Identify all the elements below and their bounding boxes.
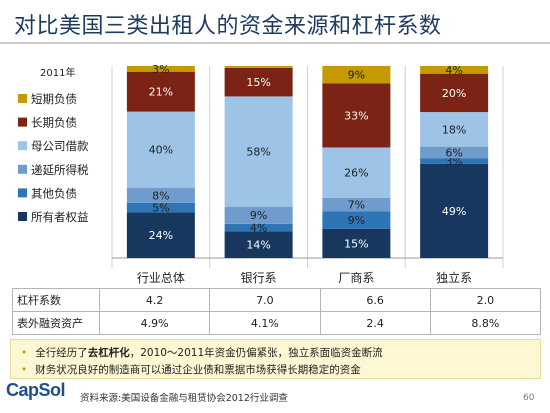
data-label: 21% (149, 86, 173, 99)
title-divider (0, 42, 550, 44)
bar-segment (322, 83, 391, 148)
data-label: 6% (445, 146, 462, 159)
bar-segment (126, 187, 195, 203)
bar-segment (322, 147, 391, 198)
table-row: 表外融资资产 4.9% 4.1% 2.4 8.8% (12, 311, 542, 335)
bars: 24%5%8%40%21%3%14%4%9%58%15%15%9%7%26%33… (126, 63, 489, 258)
bullet-dot-icon: • (21, 347, 28, 359)
legend-swatch (18, 188, 27, 198)
page-number: 60 (523, 393, 535, 403)
row-header: 杠杆系数 (12, 288, 100, 312)
data-label: 58% (246, 146, 270, 159)
data-label: 49% (442, 205, 466, 218)
data-label: 9% (348, 214, 365, 227)
category-label: 厂商系 (338, 270, 374, 285)
bar-segment (224, 223, 293, 232)
data-label: 20% (442, 87, 466, 100)
legend-swatch (18, 212, 27, 221)
data-label: 3% (445, 155, 462, 168)
bar-segment (420, 146, 489, 159)
bullet-dot-icon: • (21, 364, 28, 376)
legend-label: 长期负债 (31, 116, 77, 130)
data-label: 26% (344, 167, 368, 180)
data-label: 5% (152, 202, 169, 215)
legend-label: 递延所得税 (31, 163, 89, 177)
legend-label: 母公司借款 (31, 139, 89, 153)
bar-segment (322, 197, 391, 212)
bar-segment (420, 73, 489, 113)
table-cell: 7.0 (209, 288, 321, 312)
bar-segment (126, 111, 195, 188)
bullet-emphasis: 去杠杆化 (87, 347, 130, 359)
category-label: 行业总体 (137, 271, 185, 285)
bullet-text: 全行经历了 (35, 347, 88, 359)
row-header: 表外融资资产 (12, 311, 100, 335)
bar-segment (322, 66, 391, 84)
company-logo: CapSol (6, 380, 66, 400)
bar-segment (126, 71, 195, 112)
legend-label: 短期负债 (31, 92, 77, 106)
bullet-item: • 财务状况良好的制造商可以通过企业债和票据市场获得长期稳定的资金 (21, 362, 361, 377)
data-label: 8% (152, 189, 169, 202)
table-cell: 6.6 (319, 288, 431, 312)
bar-segment (420, 66, 489, 74)
legend-swatch (18, 141, 27, 151)
data-label: 24% (149, 229, 173, 242)
bar-segment (420, 112, 489, 147)
data-label: 9% (348, 69, 365, 82)
data-label: 7% (348, 199, 365, 212)
legend-label: 所有者权益 (31, 210, 89, 224)
table-cell: 4.9% (98, 311, 211, 335)
data-label: 18% (442, 123, 466, 136)
category-labels: 行业总体 银行系 厂商系 独立系 (137, 270, 472, 285)
data-label: 4% (445, 64, 462, 77)
data-label: 40% (149, 144, 173, 157)
bullet-item: • 全行经历了去杠杆化，2010～2011年资金仍偏紧张，独立系面临资金断流 (21, 345, 383, 360)
data-label: 15% (344, 237, 368, 250)
key-findings-box: • 全行经历了去杠杆化，2010～2011年资金仍偏紧张，独立系面临资金断流 • 财… (10, 339, 541, 379)
legend-swatch (18, 117, 27, 127)
bullet-text: 财务状况良好的制造商可以通过企业债和票据市场获得长期稳定的资金 (35, 364, 361, 376)
table-cell: 2.0 (429, 288, 542, 312)
category-label: 独立系 (436, 270, 472, 285)
bar-segment (322, 211, 391, 229)
source-note: 资料来源:美国设备金融与租赁协会2012行业调查 (80, 393, 288, 404)
legend-swatch (18, 94, 27, 103)
bar-segment (224, 231, 293, 258)
table-cell: 8.8% (429, 311, 542, 335)
bar-segment (126, 202, 195, 213)
legend-swatch (18, 164, 27, 174)
bar-segment (224, 96, 293, 207)
bar-segment (420, 158, 489, 164)
bar-segment (224, 206, 293, 224)
bar-segment (224, 67, 293, 97)
bullet-text: ，2010～2011年资金仍偏紧张，独立系面临资金断流 (129, 347, 383, 359)
bar-segment (322, 228, 391, 258)
bar-segment (420, 163, 489, 258)
bar-segment (126, 212, 195, 258)
bar-segment (126, 66, 195, 72)
table-cell: 2.4 (319, 311, 431, 335)
bar-segment (224, 66, 293, 68)
data-label: 15% (246, 76, 270, 89)
year-label: 2011年 (40, 66, 75, 79)
legend-label: 其他负债 (31, 186, 77, 200)
table-cell: 4.1% (209, 311, 321, 335)
metrics-table: 杠杆系数 4.2 7.0 6.6 2.0 表外融资资产 4.9% 4.1% 2.4 8.8% (12, 288, 542, 335)
table-cell: 4.2 (98, 288, 211, 312)
data-label: 3% (152, 63, 169, 76)
data-label: 33% (344, 109, 368, 122)
slide-title: 对比美国三类出租人的资金来源和杠杆系数 (14, 14, 442, 39)
data-label: 4% (250, 222, 267, 235)
category-label: 银行系 (241, 271, 277, 285)
data-label: 14% (246, 239, 270, 252)
table-row: 杠杆系数 4.2 7.0 6.6 2.0 (12, 288, 542, 312)
data-label: 9% (250, 209, 267, 222)
